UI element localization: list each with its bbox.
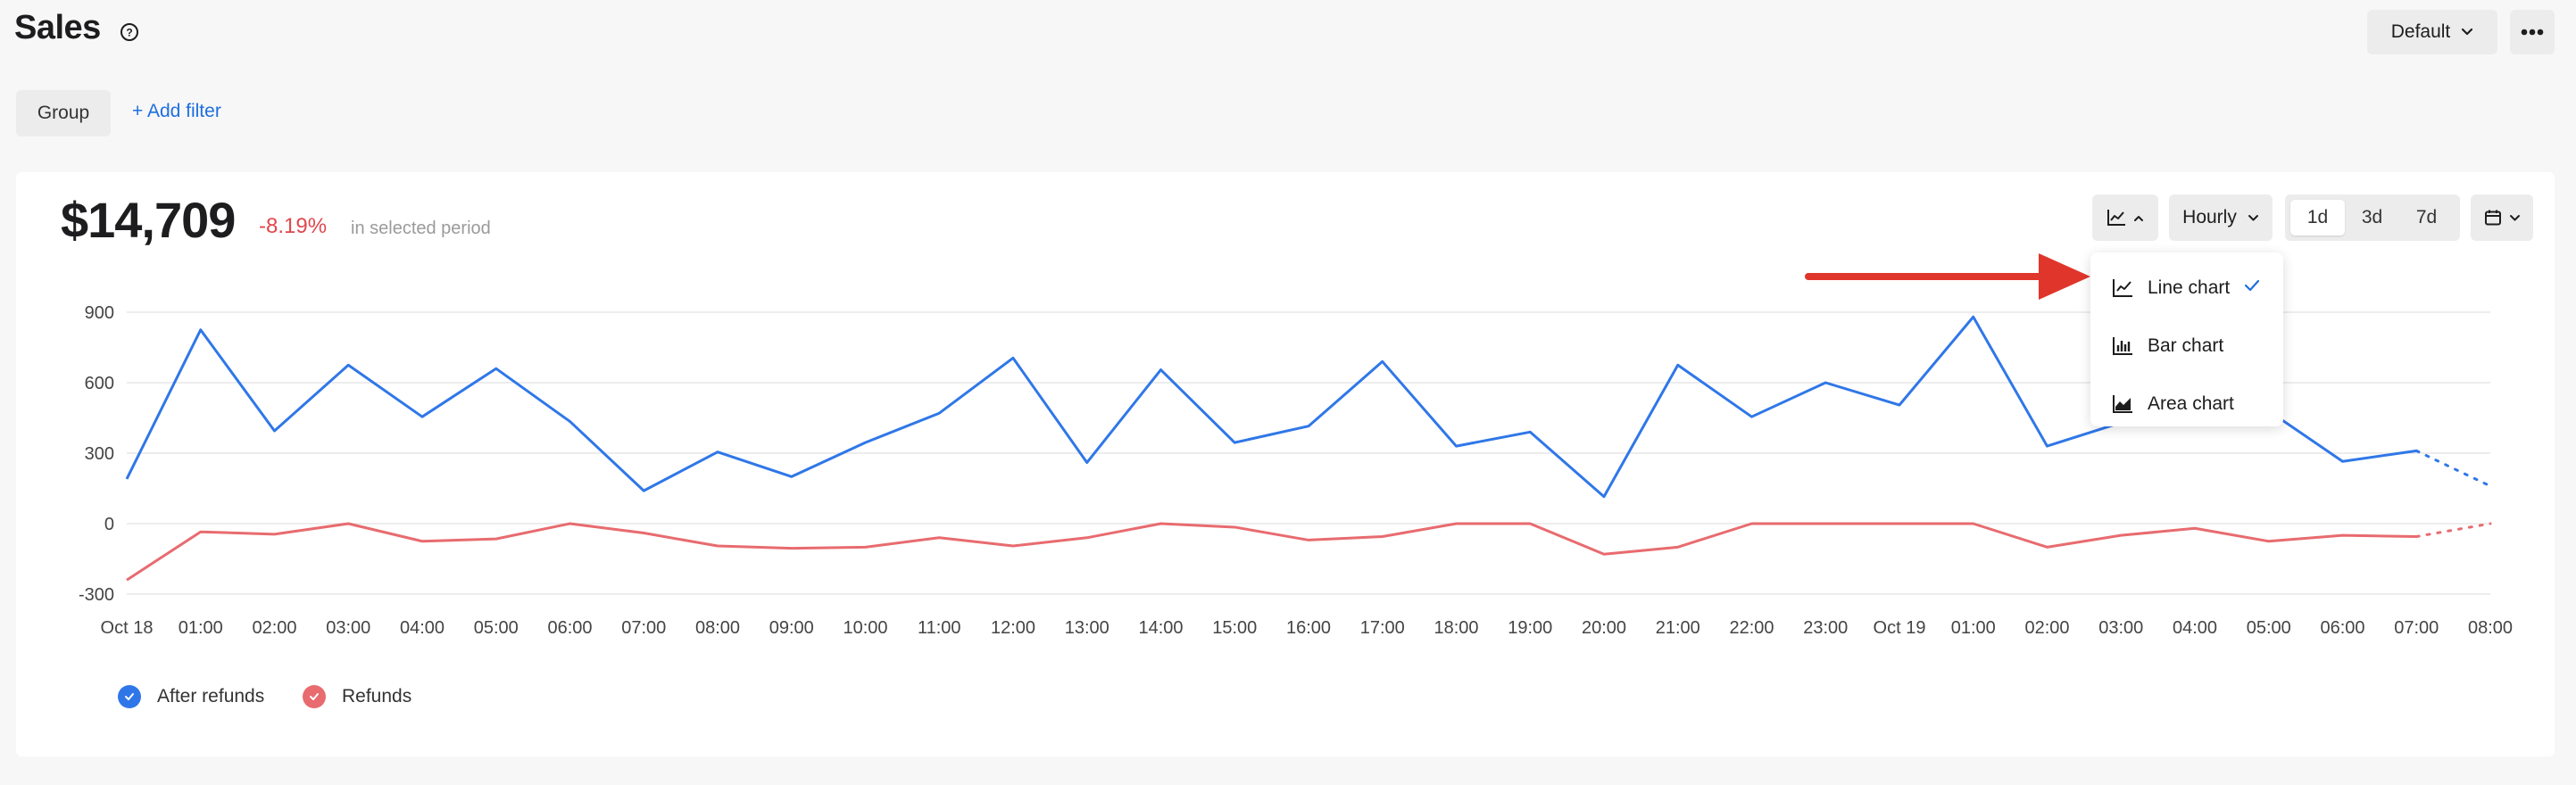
- y-tick-label: 0: [104, 515, 114, 534]
- interval-select[interactable]: Hourly: [2169, 194, 2273, 241]
- x-tick-label: 12:00: [991, 618, 1035, 638]
- series-line: [125, 315, 2417, 499]
- interval-label: Hourly: [2182, 207, 2237, 227]
- x-tick-label: 17:00: [1360, 618, 1405, 638]
- x-tick-label: 05:00: [2247, 618, 2291, 638]
- annotation-arrow-icon: [1805, 253, 2090, 300]
- x-tick-label: 10:00: [843, 618, 887, 638]
- check-circle-icon: [303, 685, 326, 708]
- view-select-button[interactable]: Default: [2367, 10, 2497, 54]
- x-tick-label: 04:00: [2173, 618, 2217, 638]
- legend-label: Refunds: [342, 686, 412, 706]
- help-icon[interactable]: ?: [120, 22, 139, 42]
- more-icon: [2521, 29, 2544, 36]
- add-filter-link[interactable]: + Add filter: [132, 101, 221, 121]
- x-tick-label: 03:00: [2098, 618, 2143, 638]
- series-projection-line: [2414, 522, 2492, 538]
- menu-item-bar-chart[interactable]: Bar chart: [2090, 322, 2283, 370]
- svg-text:?: ?: [126, 27, 132, 39]
- check-circle-icon: [118, 685, 141, 708]
- x-tick-label: 01:00: [1951, 618, 1996, 638]
- x-tick-label: 05:00: [474, 618, 519, 638]
- line-chart-icon: [2107, 210, 2125, 226]
- line-chart-icon: [2113, 279, 2132, 297]
- x-tick-label: 03:00: [326, 618, 370, 638]
- x-tick-label: Oct 18: [101, 618, 154, 638]
- chevron-down-icon: [2509, 214, 2520, 220]
- x-tick-label: 09:00: [769, 618, 814, 638]
- y-tick-label: 900: [85, 303, 114, 323]
- x-tick-label: 19:00: [1508, 618, 1552, 638]
- x-tick-label: 18:00: [1433, 618, 1478, 638]
- y-tick-label: 600: [85, 374, 114, 393]
- x-tick-label: 07:00: [2394, 618, 2439, 638]
- x-tick-label: 04:00: [400, 618, 445, 638]
- legend-item-refunds[interactable]: Refunds: [303, 685, 411, 708]
- chevron-down-icon: [2462, 28, 2473, 36]
- view-select-label: Default: [2390, 21, 2451, 42]
- menu-item-label: Bar chart: [2148, 335, 2224, 356]
- date-picker-button[interactable]: [2471, 194, 2533, 241]
- x-tick-label: 15:00: [1212, 618, 1257, 638]
- x-tick-label: 16:00: [1286, 618, 1331, 638]
- more-options-button[interactable]: [2510, 10, 2555, 54]
- x-tick-label: 06:00: [547, 618, 592, 638]
- y-tick-label: -300: [79, 585, 114, 605]
- series-line: [126, 522, 2417, 582]
- x-tick-label: 11:00: [918, 618, 961, 638]
- chevron-up-icon: [2134, 215, 2143, 221]
- page-title: Sales: [14, 9, 101, 46]
- legend-label: After refunds: [157, 686, 265, 706]
- x-tick-label: 02:00: [2024, 618, 2069, 638]
- range-3d-button[interactable]: 3d: [2361, 207, 2383, 227]
- chevron-down-icon: [2248, 214, 2258, 220]
- group-button[interactable]: Group: [16, 90, 111, 136]
- x-tick-label: 08:00: [2468, 618, 2513, 638]
- chart-type-button[interactable]: [2092, 194, 2158, 241]
- range-7d-button[interactable]: 7d: [2415, 207, 2438, 227]
- range-1d-button[interactable]: 1d: [2290, 200, 2345, 236]
- x-tick-label: 14:00: [1138, 618, 1183, 638]
- x-tick-label: 07:00: [621, 618, 666, 638]
- area-chart-icon: [2113, 395, 2132, 413]
- x-tick-label: 02:00: [252, 618, 296, 638]
- total-amount: $14,709: [61, 192, 236, 248]
- x-tick-label: 20:00: [1582, 618, 1626, 638]
- x-tick-label: 23:00: [1803, 618, 1848, 638]
- x-tick-label: Oct 19: [1874, 618, 1926, 638]
- menu-item-label: Area chart: [2148, 393, 2234, 414]
- bar-chart-icon: [2113, 337, 2132, 355]
- x-tick-label: 01:00: [179, 618, 223, 638]
- x-tick-label: 21:00: [1656, 618, 1700, 638]
- range-toggle-group: 1d 3d 7d: [2285, 194, 2460, 241]
- x-tick-label: 22:00: [1729, 618, 1774, 638]
- sales-line-chart: -300 0 300 600 900 Oct 18 01:00 02:00 03:00 04:0…: [79, 303, 2513, 638]
- chart-type-menu: Line chart Bar chart Area chart: [2090, 252, 2283, 426]
- menu-item-line-chart[interactable]: Line chart: [2090, 264, 2283, 312]
- x-tick-label: 08:00: [695, 618, 740, 638]
- menu-item-area-chart[interactable]: Area chart: [2090, 380, 2283, 428]
- series-projection-line: [2414, 449, 2492, 488]
- x-tick-label: 06:00: [2320, 618, 2364, 638]
- x-tick-label: 13:00: [1065, 618, 1109, 638]
- menu-item-label: Line chart: [2148, 277, 2231, 298]
- change-percent: -8.19%: [259, 214, 328, 238]
- check-icon: [2244, 279, 2260, 292]
- y-tick-label: 300: [85, 444, 114, 464]
- calendar-icon: [2484, 210, 2501, 226]
- legend-item-after-refunds[interactable]: After refunds: [118, 685, 264, 708]
- period-label: in selected period: [351, 219, 491, 238]
